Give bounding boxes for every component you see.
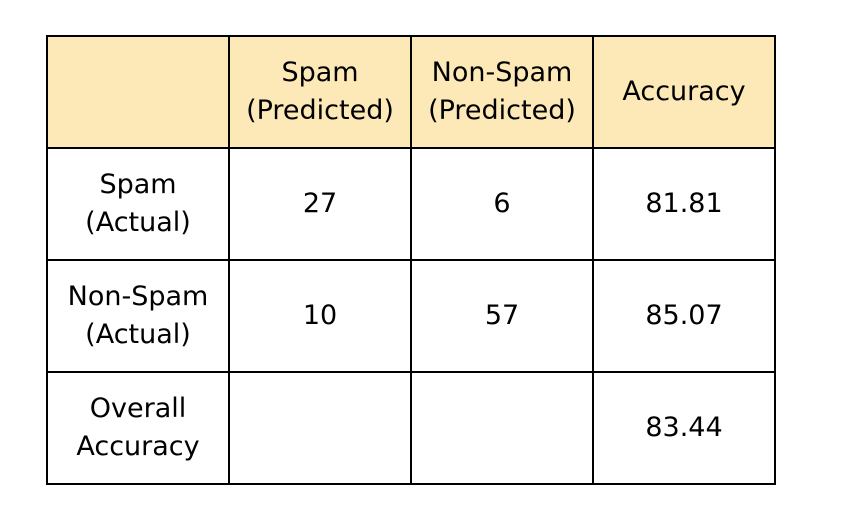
table-row: Spam (Actual) 27 6 81.81	[46, 147, 776, 261]
cell-overall-nonspam	[410, 371, 594, 485]
header-nonspam-predicted-line1: Non-Spam	[431, 57, 573, 88]
row-label-line2: (Actual)	[85, 207, 191, 238]
table-row: Overall Accuracy 83.44	[46, 371, 776, 485]
row-label-line2: Accuracy	[76, 431, 200, 462]
cell-overall-spam	[228, 371, 412, 485]
cell-spam-accuracy: 81.81	[592, 147, 776, 261]
header-spam-predicted-line2: (Predicted)	[246, 95, 394, 126]
cell-spam-spam: 27	[228, 147, 412, 261]
header-accuracy: Accuracy	[592, 35, 776, 149]
row-label-line1: Overall	[89, 393, 187, 424]
cell-nonspam-nonspam: 57	[410, 259, 594, 373]
cell-nonspam-spam: 10	[228, 259, 412, 373]
header-corner-cell	[46, 35, 230, 149]
row-label-line1: Non-Spam	[67, 281, 209, 312]
cell-overall-accuracy: 83.44	[592, 371, 776, 485]
row-label-line2: (Actual)	[85, 319, 191, 350]
table-row: Non-Spam (Actual) 10 57 85.07	[46, 259, 776, 373]
cell-nonspam-accuracy: 85.07	[592, 259, 776, 373]
header-spam-predicted: Spam (Predicted)	[228, 35, 412, 149]
confusion-matrix-table: Spam (Predicted) Non-Spam (Predicted) Ac…	[46, 35, 776, 485]
cell-spam-nonspam: 6	[410, 147, 594, 261]
header-nonspam-predicted-line2: (Predicted)	[428, 95, 576, 126]
header-nonspam-predicted: Non-Spam (Predicted)	[410, 35, 594, 149]
row-label-spam-actual: Spam (Actual)	[46, 147, 230, 261]
header-spam-predicted-line1: Spam	[281, 57, 359, 88]
row-label-nonspam-actual: Non-Spam (Actual)	[46, 259, 230, 373]
row-label-line1: Spam	[99, 169, 177, 200]
row-label-overall-accuracy: Overall Accuracy	[46, 371, 230, 485]
header-row: Spam (Predicted) Non-Spam (Predicted) Ac…	[46, 35, 776, 149]
